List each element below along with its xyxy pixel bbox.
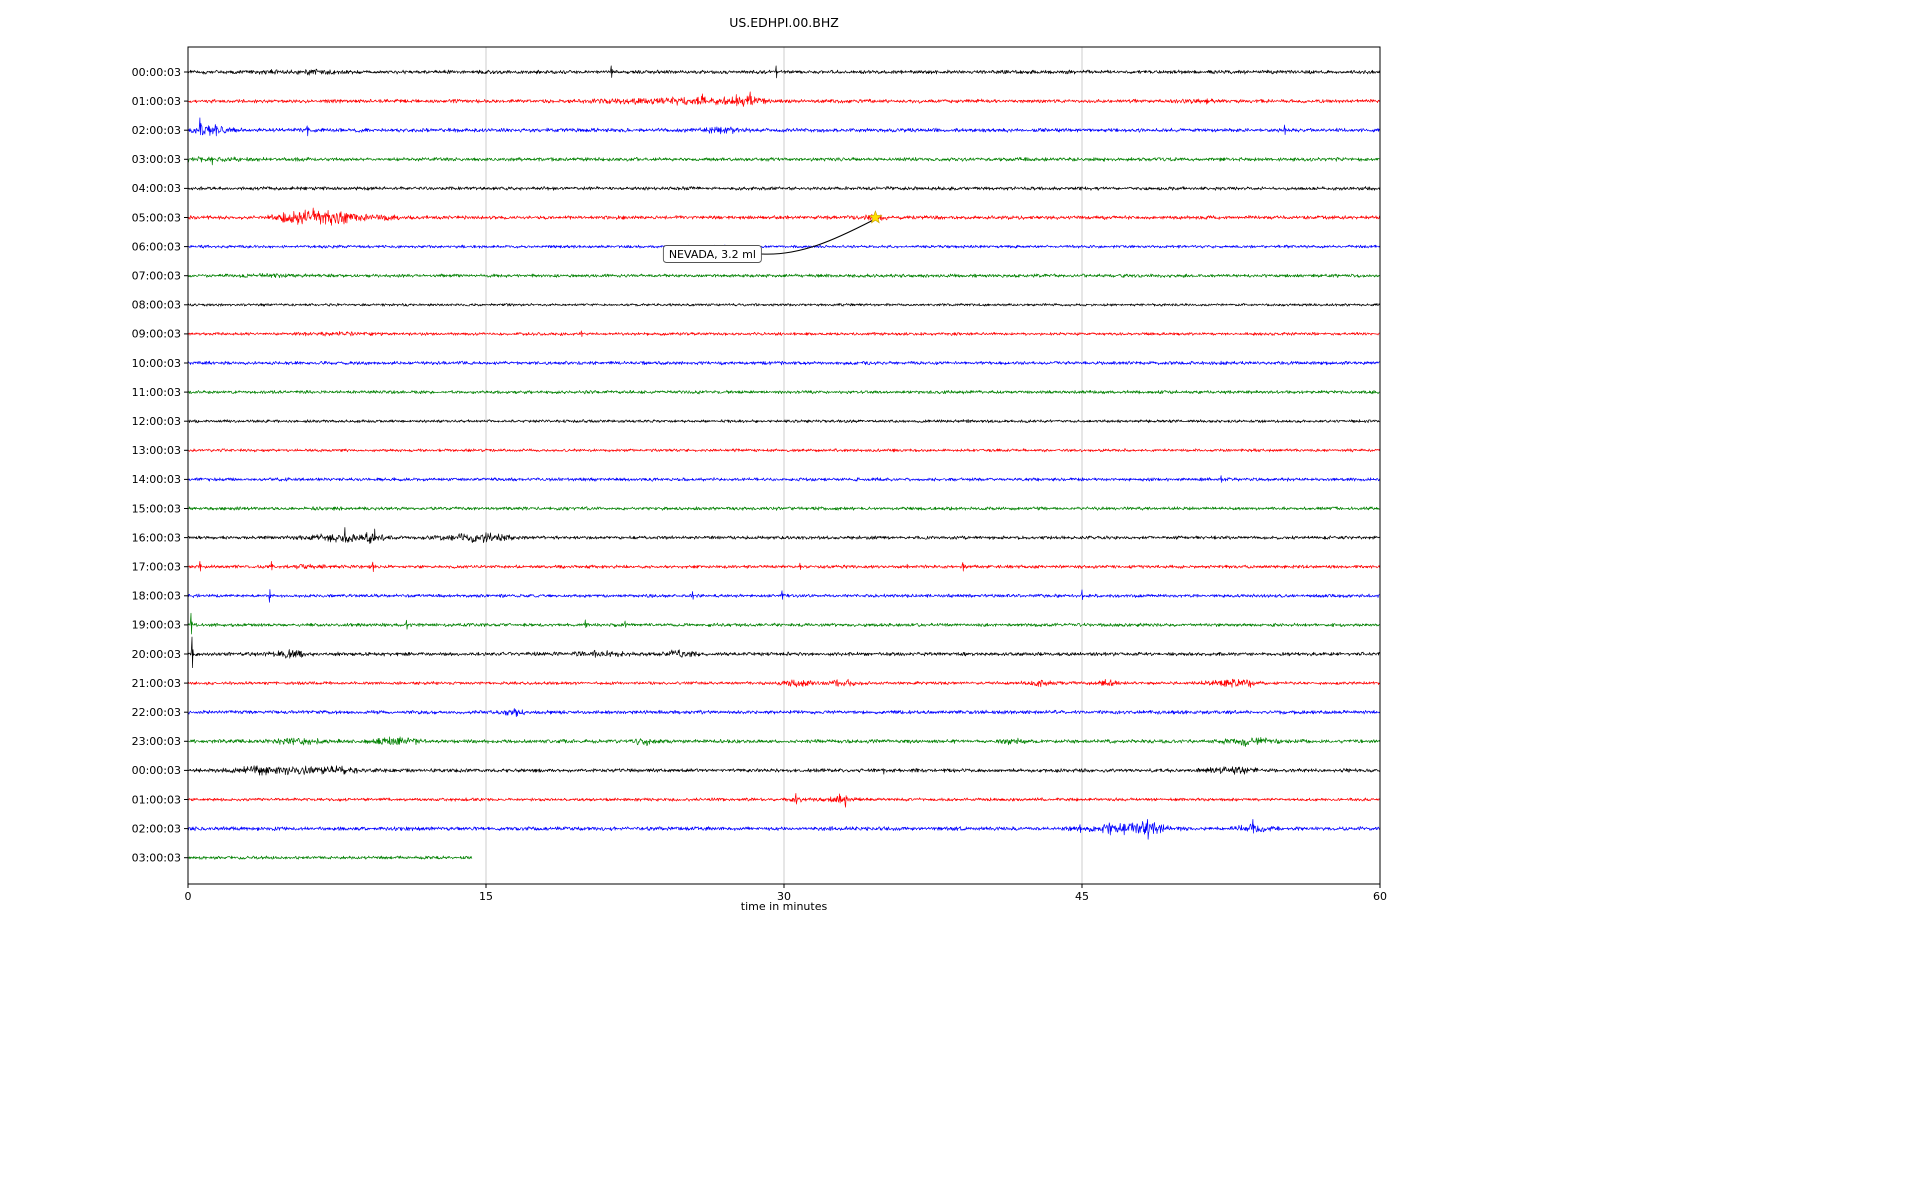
row-label-14: 14:00:03 [132,473,181,486]
x-axis-label: time in minutes [741,900,828,913]
trace-row-25 [187,793,1381,808]
trace-row-19 [187,612,1381,635]
trace-row-15 [187,506,1381,511]
row-label-11: 11:00:03 [132,386,181,399]
row-label-10: 10:00:03 [132,357,181,370]
row-label-7: 07:00:03 [132,270,181,283]
trace-row-12 [187,419,1381,424]
chart-title: US.EDHPI.00.BHZ [729,15,839,30]
row-label-13: 13:00:03 [132,444,181,457]
trace-row-3 [187,156,1381,166]
trace-row-18 [187,589,1381,603]
trace-row-13 [187,448,1381,453]
x-tick-label-15: 15 [479,890,493,903]
row-label-2: 02:00:03 [132,124,181,137]
row-label-0: 00:00:03 [132,66,181,79]
x-tick-label-30: 30 [777,890,791,903]
row-label-17: 17:00:03 [132,561,181,574]
trace-row-16 [187,527,1381,544]
row-label-26: 02:00:03 [132,822,181,835]
row-label-20: 20:00:03 [132,648,181,661]
trace-row-0 [187,65,1381,79]
trace-row-20 [187,636,1381,669]
trace-row-2 [187,117,1381,137]
trace-row-9 [187,330,1381,337]
row-label-27: 03:00:03 [132,852,181,865]
annotation-box [662,245,762,263]
trace-row-24 [187,765,1381,776]
x-tick-label-45: 45 [1075,890,1089,903]
row-label-6: 06:00:03 [132,240,181,253]
trace-row-10 [187,360,1381,366]
row-label-12: 12:00:03 [132,415,181,428]
row-label-16: 16:00:03 [132,531,181,544]
row-label-1: 01:00:03 [132,95,181,108]
row-label-15: 15:00:03 [132,502,181,515]
trace-row-11 [187,389,1381,395]
trace-row-14 [187,475,1381,483]
trace-row-1 [187,91,1381,107]
x-tick-label-0: 0 [185,890,192,903]
row-label-4: 04:00:03 [132,182,181,195]
row-label-25: 01:00:03 [132,793,181,806]
row-label-22: 22:00:03 [132,706,181,719]
row-label-3: 03:00:03 [132,153,181,166]
row-label-5: 05:00:03 [132,211,181,224]
trace-row-26 [187,818,1381,840]
event-star-icon [868,210,883,224]
row-label-8: 08:00:03 [132,299,181,312]
annotation-text: NEVADA, 3.2 ml [669,248,756,261]
trace-row-7 [187,272,1381,279]
trace-row-17 [187,560,1381,573]
row-label-23: 23:00:03 [132,735,181,748]
row-label-21: 21:00:03 [132,677,181,690]
row-label-9: 09:00:03 [132,328,181,341]
trace-row-6 [187,244,1381,249]
trace-row-4 [187,186,1381,191]
annotation-connector [761,220,873,255]
grid-layer [485,47,1083,884]
row-label-19: 19:00:03 [132,619,181,632]
trace-row-21 [187,678,1381,688]
trace-row-8 [187,302,1381,307]
row-label-24: 00:00:03 [132,764,181,777]
annotation-layer: NEVADA, 3.2 ml [662,210,883,263]
trace-row-27 [187,855,473,860]
row-label-18: 18:00:03 [132,590,181,603]
trace-layer [187,65,1381,860]
trace-row-22 [187,708,1381,718]
trace-row-5 [187,207,1381,226]
x-tick-label-60: 60 [1373,890,1387,903]
axis-layer: 0 15 30 45 60 00:00:03 01:00:03 02:00:03 03:00:0… [132,46,1387,903]
trace-row-23 [187,736,1381,747]
